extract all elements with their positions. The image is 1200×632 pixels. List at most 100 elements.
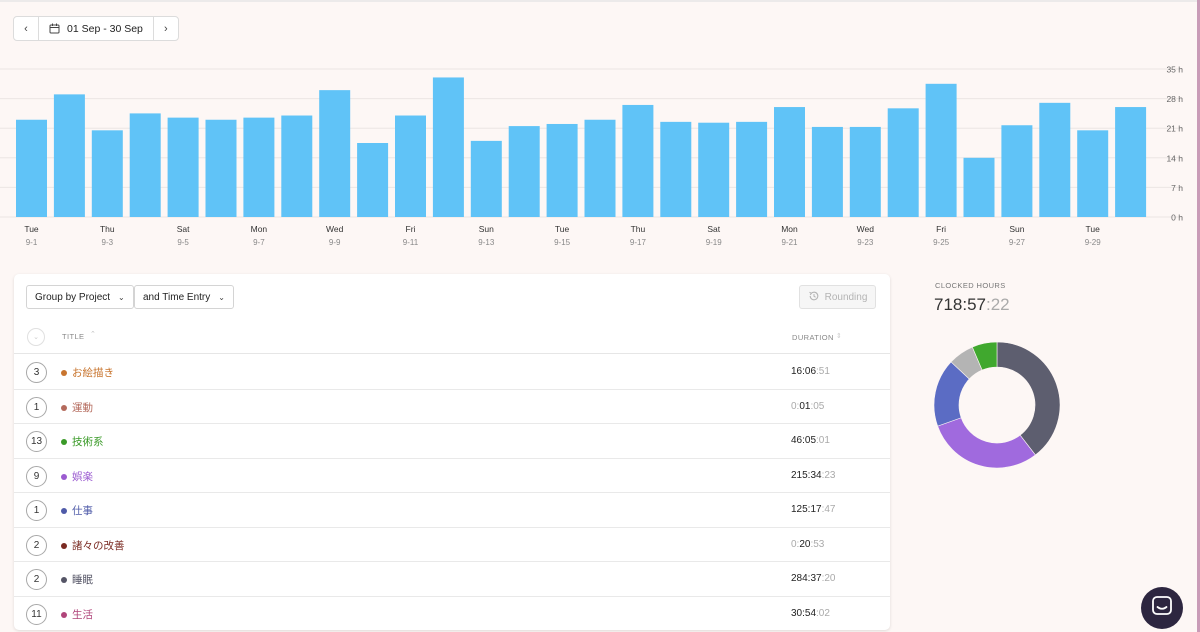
- bar-9-22[interactable]: [811, 126, 843, 217]
- sort-asc-icon[interactable]: ⌃: [90, 331, 96, 338]
- project-title[interactable]: 技術系: [72, 436, 104, 448]
- table-row[interactable]: 9 娯楽 215:34:23: [14, 459, 890, 493]
- bar-9-9[interactable]: [319, 90, 351, 217]
- next-period-button[interactable]: ›: [154, 17, 178, 40]
- bar-9-24[interactable]: [887, 108, 919, 217]
- y-tick-label: 0 h: [1171, 213, 1183, 223]
- title-column-header[interactable]: TITLE: [62, 332, 85, 341]
- report-table-card: Group by Project ⌄ and Time Entry ⌄ Roun…: [14, 274, 890, 630]
- table-row[interactable]: 1 運動 0:01:05: [14, 390, 890, 424]
- support-chat-button[interactable]: [1141, 587, 1183, 629]
- bar-9-4[interactable]: [129, 113, 161, 217]
- bar-9-3[interactable]: [91, 130, 123, 217]
- date-range-navigator: ‹ 01 Sep - 30 Sep ›: [13, 16, 179, 41]
- sort-icon[interactable]: ⇕: [836, 333, 842, 340]
- table-row[interactable]: 1 仕事 125:17:47: [14, 493, 890, 528]
- bar-9-17[interactable]: [622, 104, 654, 217]
- bar-9-1[interactable]: [16, 119, 47, 217]
- bar-9-11[interactable]: [395, 115, 426, 217]
- project-title[interactable]: 諸々の改善: [72, 539, 125, 552]
- duration-seconds: :53: [810, 538, 825, 550]
- entry-count-badge[interactable]: 3: [26, 362, 47, 383]
- bar-9-7[interactable]: [243, 117, 275, 217]
- then-by-select[interactable]: and Time Entry ⌄: [134, 285, 234, 309]
- project-color-dot: [61, 370, 67, 376]
- x-tick-date: 9-3: [102, 238, 114, 247]
- duration-main: 20: [799, 538, 811, 550]
- group-by-select[interactable]: Group by Project ⌄: [26, 285, 134, 309]
- x-tick-day: Thu: [631, 224, 646, 234]
- duration-column-header[interactable]: DURATION: [792, 333, 834, 342]
- entry-count-badge[interactable]: 2: [26, 534, 47, 556]
- duration-seconds: :23: [821, 469, 836, 481]
- bar-9-5[interactable]: [167, 117, 199, 217]
- entry-count-badge[interactable]: 11: [26, 603, 47, 625]
- bar-9-30[interactable]: [1115, 107, 1147, 217]
- duration-main: 46:05: [791, 435, 817, 446]
- bar-9-23[interactable]: [849, 126, 881, 217]
- bar-9-15[interactable]: [546, 123, 578, 217]
- duration-value: 0:20:53: [791, 539, 824, 550]
- calendar-icon: [49, 23, 60, 34]
- x-tick-day: Tue: [555, 224, 570, 234]
- y-tick-label: 35 h: [1166, 65, 1183, 75]
- bar-9-13[interactable]: [470, 140, 502, 217]
- project-title[interactable]: 仕事: [72, 505, 93, 517]
- bar-9-2[interactable]: [53, 94, 85, 217]
- project-title[interactable]: 睡眠: [72, 574, 93, 586]
- project-color-dot: [61, 508, 67, 514]
- top-divider: [0, 0, 1200, 2]
- bar-9-18[interactable]: [660, 121, 692, 217]
- entry-count-badge[interactable]: 1: [26, 500, 47, 521]
- x-tick-day: Wed: [326, 224, 344, 234]
- bar-9-16[interactable]: [584, 119, 616, 217]
- bar-9-19[interactable]: [698, 122, 730, 217]
- entry-count-badge[interactable]: 2: [26, 569, 47, 590]
- bar-9-25[interactable]: [925, 83, 957, 217]
- project-title[interactable]: 娯楽: [72, 470, 93, 483]
- entry-count-badge[interactable]: 13: [26, 431, 47, 452]
- prev-period-button[interactable]: ‹: [14, 17, 38, 40]
- bar-9-27[interactable]: [1001, 125, 1033, 217]
- bar-9-28[interactable]: [1039, 102, 1071, 217]
- entry-count-badge[interactable]: 1: [26, 396, 47, 418]
- date-range-label: 01 Sep - 30 Sep: [67, 22, 143, 35]
- bar-9-6[interactable]: [205, 119, 237, 217]
- table-row[interactable]: 2 諸々の改善 0:20:53: [14, 528, 890, 562]
- x-tick-date: 9-27: [1009, 238, 1026, 247]
- duration-main: 01: [799, 400, 811, 412]
- donut-slice[interactable]: [937, 417, 1036, 469]
- bar-9-26[interactable]: [963, 157, 995, 217]
- bar-9-21[interactable]: [774, 107, 805, 217]
- y-tick-label: 21 h: [1166, 124, 1183, 134]
- chevron-down-icon: ⌄: [118, 292, 125, 302]
- duration-hours: 0:: [791, 538, 800, 550]
- x-tick-day: Tue: [1086, 224, 1101, 234]
- daily-hours-bar-chart: 35 h 28 h 21 h 14 h 7 h 0 h Tue 9-1 Thu 9-3 Sat 9-5…: [0, 65, 1183, 247]
- chevron-left-icon: ‹: [24, 22, 28, 35]
- y-tick-label: 28 h: [1166, 94, 1183, 104]
- date-range-picker[interactable]: 01 Sep - 30 Sep: [38, 17, 154, 40]
- project-title[interactable]: 運動: [72, 401, 93, 414]
- rounding-button[interactable]: Rounding: [799, 285, 876, 309]
- table-row[interactable]: 2 睡眠 284:37:20: [14, 562, 890, 597]
- project-title[interactable]: お絵描き: [72, 367, 114, 379]
- table-row[interactable]: 13 技術系 46:05:01: [14, 424, 890, 459]
- bar-9-10[interactable]: [357, 143, 389, 217]
- table-row[interactable]: 3 お絵描き 16:06:51: [14, 355, 890, 390]
- bar-9-14[interactable]: [508, 126, 540, 217]
- duration-value: 125:17:47: [791, 504, 836, 515]
- expand-all-toggle[interactable]: ⌄: [27, 328, 45, 346]
- project-color-dot: [61, 577, 67, 583]
- donut-slice[interactable]: [971, 341, 998, 371]
- bar-9-29[interactable]: [1077, 130, 1109, 217]
- bar-9-8[interactable]: [281, 115, 313, 217]
- x-tick-day: Tue: [24, 224, 39, 234]
- bar-9-12[interactable]: [432, 77, 464, 217]
- table-row[interactable]: 11 生活 30:54:02: [14, 597, 890, 631]
- entry-count-badge[interactable]: 9: [26, 465, 47, 487]
- bar-9-20[interactable]: [736, 121, 768, 217]
- project-title[interactable]: 生活: [72, 608, 93, 621]
- chat-icon: [1151, 595, 1173, 622]
- donut-slice[interactable]: [996, 341, 1061, 456]
